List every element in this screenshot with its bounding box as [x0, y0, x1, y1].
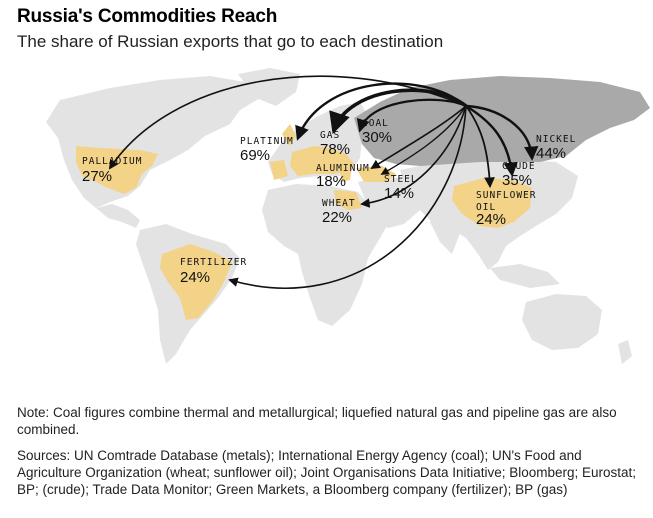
label-nickel-name: NICKEL — [536, 134, 576, 145]
label-wheat-share: 22% — [322, 209, 352, 226]
label-gas-share: 78% — [320, 141, 350, 158]
label-palladium-name: PALLADIUM — [82, 156, 142, 167]
label-fertilizer-name: FERTILIZER — [180, 257, 247, 268]
label-sunflower-oil: SUNFLOWER OIL 24% — [476, 190, 536, 228]
label-fertilizer: FERTILIZER 24% — [180, 257, 247, 286]
arrow-crude — [464, 104, 518, 177]
arrow-sunflower-oil — [465, 105, 495, 189]
india — [430, 206, 462, 254]
label-coal-share: 30% — [362, 129, 392, 146]
brazil-destination — [160, 244, 232, 320]
chart-subtitle: The share of Russian exports that go to … — [17, 32, 444, 51]
arrow-wheat — [360, 105, 467, 208]
footnote: Note: Coal figures combine thermal and m… — [17, 405, 617, 437]
label-crude: CRUDE 35% — [502, 161, 536, 189]
label-platinum: PLATINUM 69% — [240, 136, 294, 164]
uk-destination — [282, 124, 296, 146]
italy-destination — [340, 166, 352, 182]
russia-origin — [354, 76, 650, 166]
label-gas-name: GAS — [320, 130, 340, 141]
label-palladium: PALLADIUM 27% — [82, 156, 142, 185]
arrow-nickel — [464, 104, 539, 161]
label-sunflower-oil-name-1: SUNFLOWER — [476, 190, 536, 201]
label-coal: COAL 30% — [362, 118, 392, 146]
central-america — [96, 204, 140, 228]
new-zealand — [618, 340, 632, 364]
world-map: PALLADIUM 27% PLATINUM 69% GAS 78% COAL … — [0, 58, 653, 398]
arrow-gas — [329, 88, 468, 135]
label-crude-share: 35% — [502, 172, 532, 189]
label-palladium-share: 27% — [82, 168, 112, 185]
label-coal-name: COAL — [362, 118, 389, 129]
indonesia — [490, 264, 560, 288]
label-fertilizer-share: 24% — [180, 269, 210, 286]
arrow-aluminum — [370, 105, 467, 170]
label-crude-name: CRUDE — [502, 161, 536, 172]
label-nickel-share: 44% — [536, 145, 566, 162]
label-sunflower-oil-share: 24% — [476, 211, 506, 228]
label-wheat: WHEAT 22% — [322, 198, 356, 226]
europe-destination — [290, 146, 354, 176]
region-south-america — [136, 224, 240, 364]
label-steel: STEEL 14% — [384, 174, 418, 202]
region-australia — [522, 294, 632, 364]
label-aluminum-share: 18% — [316, 173, 346, 190]
label-steel-share: 14% — [384, 185, 414, 202]
label-platinum-name: PLATINUM — [240, 136, 294, 147]
arrow-steel — [380, 105, 467, 175]
japan — [552, 176, 570, 210]
china-destination — [452, 178, 532, 228]
label-gas: GAS 78% — [320, 130, 350, 158]
arrow-palladium — [108, 75, 467, 170]
iberia-destination — [270, 160, 288, 180]
label-sunflower-oil-name-2: OIL — [476, 202, 496, 213]
usa-destination — [76, 146, 158, 194]
trade-arrows — [108, 75, 539, 290]
label-platinum-share: 69% — [240, 147, 270, 164]
label-steel-name: STEEL — [384, 174, 418, 185]
label-aluminum-name: ALUMINUM — [316, 163, 370, 174]
arrow-fertilizer — [228, 105, 467, 290]
label-nickel: NICKEL 44% — [536, 134, 576, 162]
egypt-destination — [334, 190, 362, 210]
sources: Sources: UN Comtrade Database (metals); … — [17, 448, 637, 497]
arrow-coal — [356, 98, 468, 133]
label-aluminum: ALUMINUM 18% — [316, 163, 370, 190]
chart-title: Russia's Commodities Reach — [17, 6, 278, 27]
region-africa — [262, 184, 388, 326]
label-wheat-name: WHEAT — [322, 198, 356, 209]
